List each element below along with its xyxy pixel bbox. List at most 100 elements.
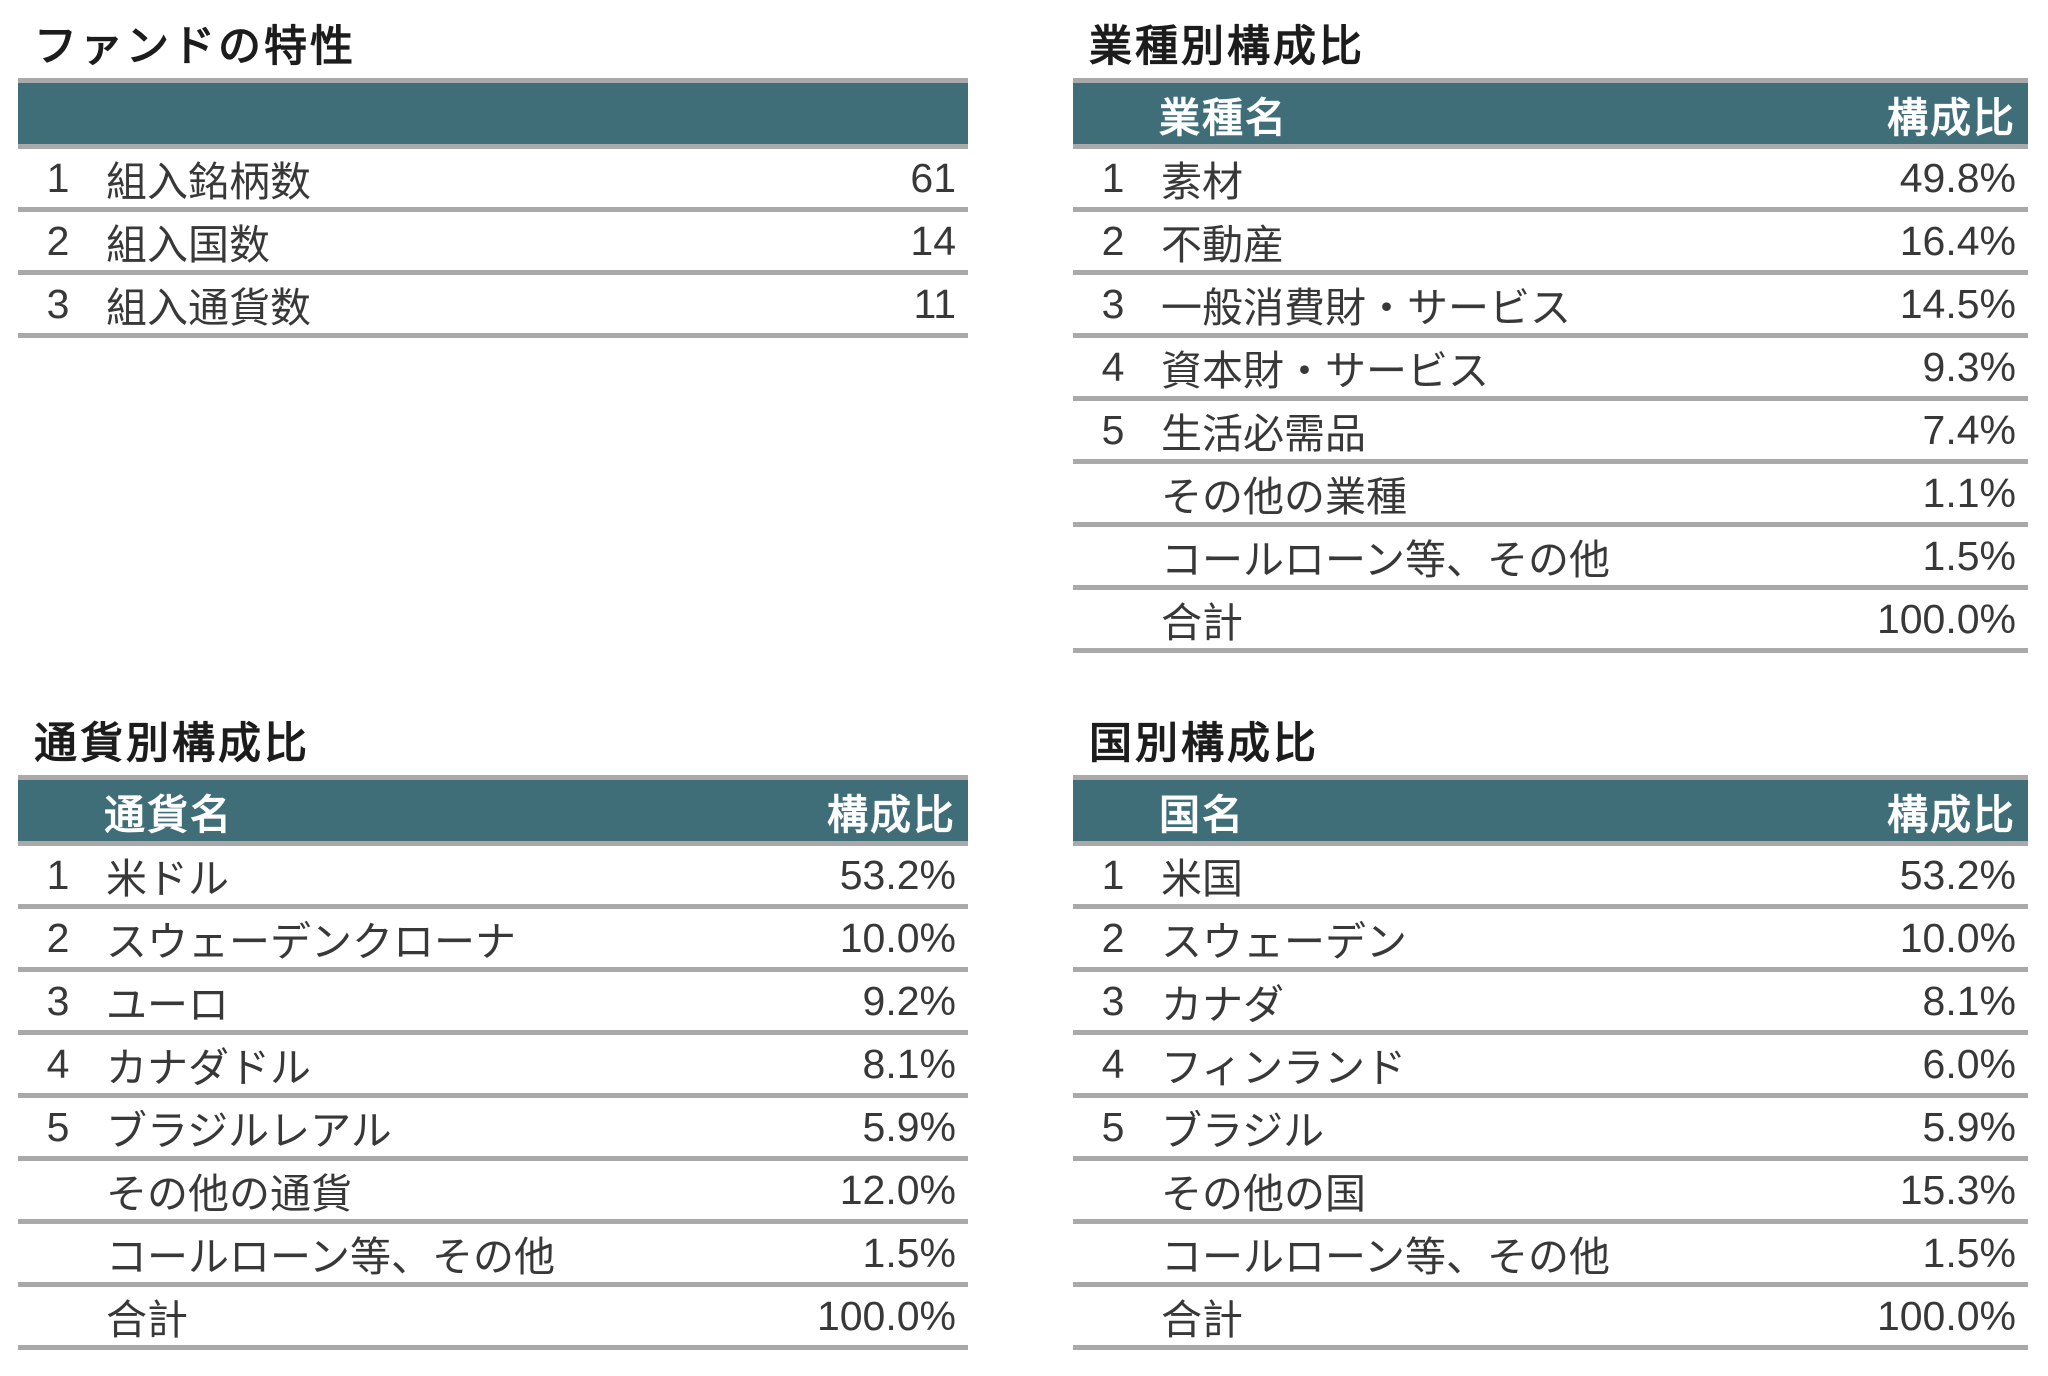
table-header-row: 業種名 構成比 xyxy=(1073,83,2028,149)
country-composition-table: 国名 構成比 1 米国 53.2% 2 スウェーデン 10.0% 3 カナダ 8.1% 4 フィンラ… xyxy=(1073,775,2028,1350)
row-name: コールローン等、その他 xyxy=(1161,1234,1610,1280)
row-rank: 2 xyxy=(1101,914,1125,961)
row-value: 100.0% xyxy=(816,1292,956,1339)
table-row: 1 素材 49.8% xyxy=(1073,149,2028,212)
row-name: 米国 xyxy=(1161,856,1243,902)
row-name: ブラジル xyxy=(1161,1108,1325,1154)
row-value: 10.0% xyxy=(1899,914,2016,961)
row-rank: 3 xyxy=(1101,977,1125,1024)
table-row: 合計 100.0% xyxy=(18,1287,968,1350)
row-value: 100.0% xyxy=(1876,1292,2016,1339)
header-value-label: 構成比 xyxy=(827,791,956,838)
table-row: 3 一般消費財・サービス 14.5% xyxy=(1073,275,2028,338)
table-row: 5 ブラジルレアル 5.9% xyxy=(18,1098,968,1161)
row-name: フィンランド xyxy=(1161,1045,1407,1091)
table-row: 1 米ドル 53.2% xyxy=(18,846,968,909)
row-value: 8.1% xyxy=(1922,977,2016,1024)
fund-characteristics-section: ファンドの特性 1 組入銘柄数 61 2 組入国数 14 3 組入通貨数 11 xyxy=(18,8,968,338)
table-body: 1 米ドル 53.2% 2 スウェーデンクローナ 10.0% 3 ユーロ 9.2% 4 カナダドル 8… xyxy=(18,846,968,1350)
row-value: 5.9% xyxy=(862,1103,956,1150)
row-name: 合計 xyxy=(1161,1297,1243,1343)
table-row: 5 ブラジル 5.9% xyxy=(1073,1098,2028,1161)
fund-characteristics-title: ファンドの特性 xyxy=(34,23,356,71)
row-rank: 5 xyxy=(1101,1103,1125,1150)
header-name-label: 国名 xyxy=(1159,791,1245,838)
row-rank: 2 xyxy=(1101,217,1125,264)
row-value: 1.5% xyxy=(862,1229,956,1276)
country-composition-title: 国別構成比 xyxy=(1089,720,1319,768)
table-row: 5 生活必需品 7.4% xyxy=(1073,401,2028,464)
header-value-label: 構成比 xyxy=(1887,791,2016,838)
row-rank: 5 xyxy=(1101,406,1125,453)
table-row: 2 組入国数 14 xyxy=(18,212,968,275)
row-name: カナダ xyxy=(1161,982,1284,1028)
table-row: コールローン等、その他 1.5% xyxy=(18,1224,968,1287)
fund-characteristics-table: 1 組入銘柄数 61 2 組入国数 14 3 組入通貨数 11 xyxy=(18,78,968,338)
row-name: ブラジルレアル xyxy=(106,1108,392,1154)
table-header-row xyxy=(18,83,968,149)
row-rank: 2 xyxy=(46,217,70,264)
table-row: 2 スウェーデンクローナ 10.0% xyxy=(18,909,968,972)
country-composition-section: 国別構成比 国名 構成比 1 米国 53.2% 2 スウェーデン 10.0% 3 カナダ 8.1… xyxy=(1073,705,2028,1350)
row-value: 9.3% xyxy=(1922,343,2016,390)
table-row: その他の業種 1.1% xyxy=(1073,464,2028,527)
row-rank: 5 xyxy=(46,1103,70,1150)
row-name: 生活必需品 xyxy=(1161,411,1366,457)
table-body: 1 素材 49.8% 2 不動産 16.4% 3 一般消費財・サービス 14.5% 4 資本財・サー… xyxy=(1073,149,2028,653)
row-rank: 1 xyxy=(46,154,70,201)
sector-composition-title: 業種別構成比 xyxy=(1089,23,1365,71)
row-value: 9.2% xyxy=(862,977,956,1024)
row-rank: 4 xyxy=(1101,343,1125,390)
row-name: スウェーデン xyxy=(1161,919,1407,965)
table-header-row: 通貨名 構成比 xyxy=(18,780,968,846)
row-rank: 4 xyxy=(46,1040,70,1087)
row-value: 12.0% xyxy=(839,1166,956,1213)
row-rank: 3 xyxy=(46,977,70,1024)
currency-composition-title: 通貨別構成比 xyxy=(34,720,310,768)
row-name: その他の業種 xyxy=(1161,474,1407,520)
row-name: 組入銘柄数 xyxy=(106,159,311,205)
row-value: 100.0% xyxy=(1876,595,2016,642)
row-rank: 1 xyxy=(46,851,70,898)
row-rank: 3 xyxy=(1101,280,1125,327)
row-value: 53.2% xyxy=(839,851,956,898)
row-value: 5.9% xyxy=(1922,1103,2016,1150)
row-name: ユーロ xyxy=(106,982,229,1028)
header-name-label: 通貨名 xyxy=(104,791,233,838)
row-name: 一般消費財・サービス xyxy=(1161,285,1571,331)
table-row: 1 米国 53.2% xyxy=(1073,846,2028,909)
table-row: 1 組入銘柄数 61 xyxy=(18,149,968,212)
row-value: 11 xyxy=(913,280,956,327)
table-row: コールローン等、その他 1.5% xyxy=(1073,527,2028,590)
table-row: 4 カナダドル 8.1% xyxy=(18,1035,968,1098)
table-row: 4 フィンランド 6.0% xyxy=(1073,1035,2028,1098)
table-row: 合計 100.0% xyxy=(1073,590,2028,653)
currency-composition-table: 通貨名 構成比 1 米ドル 53.2% 2 スウェーデンクローナ 10.0% 3 ユーロ 9.2… xyxy=(18,775,968,1350)
header-value-label: 構成比 xyxy=(1887,94,2016,141)
row-name: 組入通貨数 xyxy=(106,285,311,331)
currency-composition-section: 通貨別構成比 通貨名 構成比 1 米ドル 53.2% 2 スウェーデンクローナ 10.0%… xyxy=(18,705,968,1350)
row-name: その他の国 xyxy=(1161,1171,1366,1217)
row-name: コールローン等、その他 xyxy=(1161,537,1610,583)
row-value: 8.1% xyxy=(862,1040,956,1087)
row-name: 米ドル xyxy=(106,856,229,902)
row-value: 7.4% xyxy=(1922,406,2016,453)
row-value: 15.3% xyxy=(1899,1166,2016,1213)
row-rank: 3 xyxy=(46,280,70,327)
row-value: 6.0% xyxy=(1922,1040,2016,1087)
row-name: 不動産 xyxy=(1161,222,1284,268)
row-value: 14.5% xyxy=(1899,280,2016,327)
row-name: スウェーデンクローナ xyxy=(106,919,516,965)
table-row: 3 組入通貨数 11 xyxy=(18,275,968,338)
row-value: 1.5% xyxy=(1922,532,2016,579)
row-name: カナダドル xyxy=(106,1045,311,1091)
row-value: 1.5% xyxy=(1922,1229,2016,1276)
table-row: その他の通貨 12.0% xyxy=(18,1161,968,1224)
row-name: 組入国数 xyxy=(106,222,270,268)
sector-composition-section: 業種別構成比 業種名 構成比 1 素材 49.8% 2 不動産 16.4% 3 一般消費財・サ… xyxy=(1073,8,2028,653)
row-value: 61 xyxy=(910,154,956,201)
row-name: 資本財・サービス xyxy=(1161,348,1489,394)
header-name-label: 業種名 xyxy=(1159,94,1288,141)
row-name: コールローン等、その他 xyxy=(106,1234,555,1280)
row-value: 1.1% xyxy=(1922,469,2016,516)
